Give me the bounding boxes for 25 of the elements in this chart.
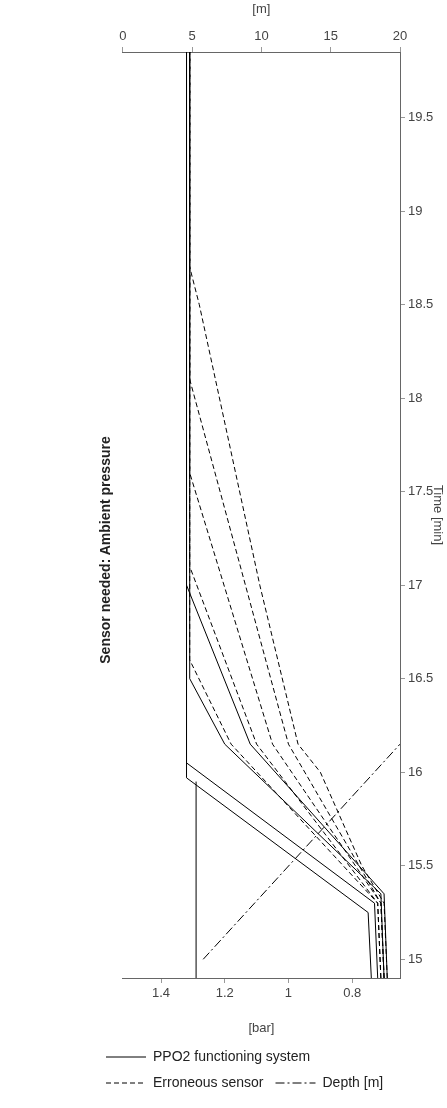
x-tick-label: 1.2 (215, 985, 234, 1001)
legend-label: Depth [m] (322, 1073, 384, 1090)
x2-tick-label: 20 (392, 27, 408, 43)
y-tick-label: 15.5 (408, 857, 434, 873)
y-tick-label: 17 (408, 576, 423, 592)
y-tick-label: 15 (408, 950, 423, 966)
y-tick-label: 18.5 (408, 296, 434, 312)
x2-axis-title: [m] (252, 1, 271, 17)
x2-tick-label: 5 (188, 27, 196, 43)
text: Sensor needed: Ambient pressure (97, 436, 114, 664)
y-tick-label: 17.5 (408, 483, 434, 499)
x2-tick-label: 15 (323, 27, 338, 43)
y-tick-label: 18 (408, 389, 423, 405)
y-tick-label: 19 (408, 202, 423, 218)
y-tick-label: 16.5 (408, 670, 434, 686)
x-tick-label: 0.8 (343, 985, 362, 1001)
legend-label: PPO2 functioning system (153, 1047, 311, 1064)
x2-tick-label: 0 (119, 27, 127, 43)
x-tick-label: 1.4 (152, 985, 171, 1001)
x2-tick-label: 10 (254, 27, 269, 43)
x-axis-title: [bar] (248, 1019, 275, 1035)
legend-label: Erroneous sensor (153, 1073, 264, 1090)
x-tick-label: 1 (284, 985, 293, 1001)
y-tick-label: 16 (408, 763, 423, 779)
y-tick-label: 19.5 (408, 109, 434, 125)
